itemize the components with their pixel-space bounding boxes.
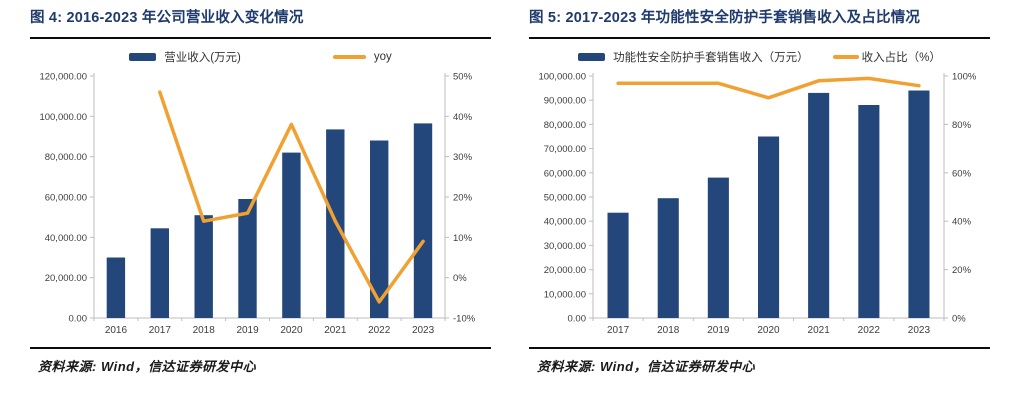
svg-text:2019: 2019 <box>236 325 259 336</box>
svg-text:0%: 0% <box>453 273 467 284</box>
figure-4-title-rule <box>30 37 491 39</box>
svg-text:0%: 0% <box>952 314 966 325</box>
figure-5-panel: 图 5: 2017-2023 年功能性安全防护手套销售收入及占比情况 功能性安全… <box>529 9 990 375</box>
svg-text:80,000.00: 80,000.00 <box>544 120 586 131</box>
legend-label-share: 收入占比（%） <box>861 52 941 64</box>
svg-text:50,000.00: 50,000.00 <box>544 193 586 204</box>
figure-4-source-note: 资料来源: Wind，信达证券研发中心 <box>38 359 257 374</box>
svg-text:2018: 2018 <box>657 325 680 336</box>
legend-label-revenue: 营业收入(万元) <box>164 52 241 64</box>
svg-text:2017: 2017 <box>607 325 630 336</box>
svg-text:90,000.00: 90,000.00 <box>544 96 586 107</box>
figure-4-title: 图 4: 2016-2023 年公司营业收入变化情况 <box>30 10 304 26</box>
svg-text:0.00: 0.00 <box>568 314 587 325</box>
svg-text:2023: 2023 <box>412 325 435 336</box>
glove-chart-canvas: 0.00 10,000.00 20,000.00 30,000.00 40,000.00… <box>538 72 977 337</box>
svg-text:20%: 20% <box>952 265 972 276</box>
figure-5-title: 图 5: 2017-2023 年功能性安全防护手套销售收入及占比情况 <box>529 10 921 26</box>
legend-label-glove-revenue: 功能性安全防护手套销售收入（万元） <box>613 52 809 64</box>
legend-label-yoy: yoy <box>373 51 392 63</box>
legend-item-share: 收入占比（%） <box>832 49 941 65</box>
svg-text:60,000.00: 60,000.00 <box>544 168 586 179</box>
svg-text:10,000.00: 10,000.00 <box>544 289 586 300</box>
svg-text:10%: 10% <box>453 233 473 244</box>
svg-text:2021: 2021 <box>808 325 831 336</box>
svg-text:100%: 100% <box>952 72 977 83</box>
figure-4-panel: 图 4: 2016-2023 年公司营业收入变化情况 营业收入(万元) yoy … <box>30 9 491 375</box>
svg-text:70,000.00: 70,000.00 <box>544 144 586 155</box>
bar-swatch-icon <box>129 53 157 61</box>
legend-item-yoy: yoy <box>332 51 392 63</box>
svg-text:2022: 2022 <box>858 325 881 336</box>
svg-text:-10%: -10% <box>453 314 476 325</box>
svg-text:100,000.00: 100,000.00 <box>538 72 586 83</box>
svg-text:2022: 2022 <box>368 325 391 336</box>
svg-text:80%: 80% <box>952 120 972 131</box>
svg-text:2019: 2019 <box>707 325 730 336</box>
svg-text:40,000.00: 40,000.00 <box>544 217 586 228</box>
svg-text:2020: 2020 <box>280 325 303 336</box>
figure-4-legend: 营业收入(万元) yoy <box>30 48 491 66</box>
svg-text:0.00: 0.00 <box>69 314 88 325</box>
svg-text:80,000.00: 80,000.00 <box>45 152 87 163</box>
svg-text:2016: 2016 <box>105 325 128 336</box>
svg-text:2017: 2017 <box>149 325 172 336</box>
figure-5-source-note: 资料来源: Wind，信达证券研发中心 <box>537 359 756 374</box>
bar-swatch-icon <box>578 53 606 61</box>
svg-text:30%: 30% <box>453 152 473 163</box>
figure-5-title-rule <box>529 37 990 39</box>
line-swatch-icon <box>832 55 859 59</box>
figure-5-source-rule <box>529 347 990 349</box>
svg-text:40%: 40% <box>453 112 473 123</box>
svg-text:2020: 2020 <box>757 325 780 336</box>
svg-text:100,000.00: 100,000.00 <box>39 112 87 123</box>
svg-text:60%: 60% <box>952 168 972 179</box>
figure-4-source-rule <box>30 347 491 349</box>
revenue-bar-line-chart: 0.00 20,000.00 40,000.00 60,000.00 80,000.00… <box>30 68 491 342</box>
svg-text:40%: 40% <box>952 217 972 228</box>
svg-text:2018: 2018 <box>193 325 216 336</box>
svg-text:60,000.00: 60,000.00 <box>45 193 87 204</box>
revenue-chart-canvas: 0.00 20,000.00 40,000.00 60,000.00 80,000.00… <box>39 72 476 337</box>
svg-text:120,000.00: 120,000.00 <box>39 72 87 83</box>
svg-text:40,000.00: 40,000.00 <box>45 233 87 244</box>
svg-text:30,000.00: 30,000.00 <box>544 241 586 252</box>
legend-item-glove-revenue: 功能性安全防护手套销售收入（万元） <box>578 49 809 65</box>
svg-text:2023: 2023 <box>908 325 931 336</box>
legend-item-revenue: 营业收入(万元) <box>129 49 241 65</box>
figure-5-legend: 功能性安全防护手套销售收入（万元） 收入占比（%） <box>529 48 990 66</box>
line-swatch-icon <box>332 55 366 59</box>
svg-text:20,000.00: 20,000.00 <box>544 265 586 276</box>
glove-sales-bar-line-chart: 0.00 10,000.00 20,000.00 30,000.00 40,000.00… <box>529 68 990 342</box>
svg-text:20,000.00: 20,000.00 <box>45 273 87 284</box>
report-figures-row: 图 4: 2016-2023 年公司营业收入变化情况 营业收入(万元) yoy … <box>30 9 990 375</box>
svg-text:20%: 20% <box>453 193 473 204</box>
svg-text:50%: 50% <box>453 72 473 83</box>
svg-text:2021: 2021 <box>324 325 347 336</box>
